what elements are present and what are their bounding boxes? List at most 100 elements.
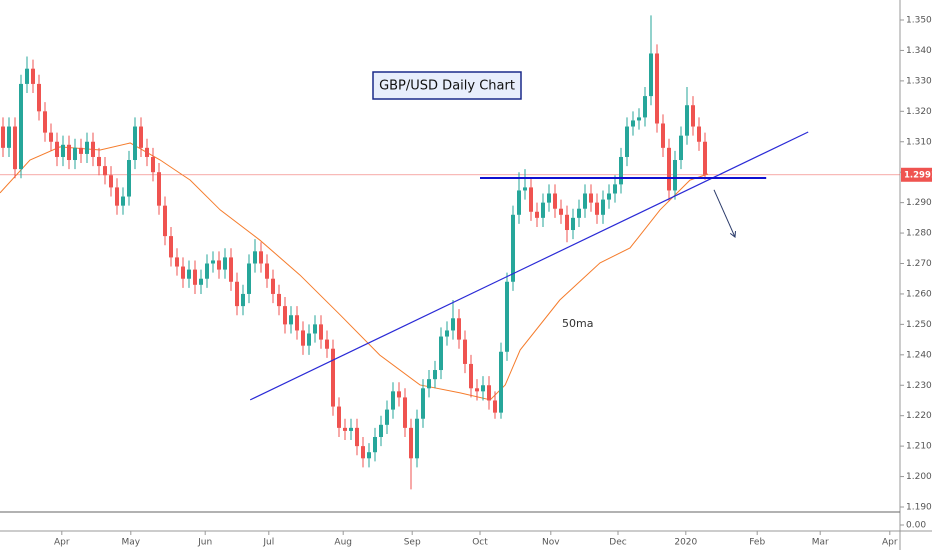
candle-body [667,147,671,191]
candle-body [49,132,53,142]
candle-body [691,105,695,127]
y-tick-label: 1.33000 [906,76,932,86]
candle-body [415,418,419,459]
y-tick-label: 1.22000 [906,411,932,421]
candle-body [463,339,467,364]
x-tick-label: Apr [882,538,898,548]
y-tick-label: 1.25000 [906,320,932,330]
arrow-head [729,230,736,238]
candle-body [607,193,611,200]
candle-body [481,385,485,392]
candle-body [61,144,65,157]
x-tick-label: Dec [609,538,626,548]
candle-body [397,391,401,398]
candle-body [391,391,395,410]
candle-body [451,318,455,331]
candle-body [235,281,239,307]
candle-body [85,141,89,154]
x-tick-label: Sep [404,538,421,548]
candle-body [385,409,389,425]
candle-body [127,160,131,197]
candle-body [469,363,473,389]
candle-body [337,406,341,428]
ma-label: 50ma [562,317,593,330]
candle-body [643,96,647,118]
candle-body [439,336,443,371]
candle-body [187,269,191,279]
y-tick-label: 1.23000 [906,381,932,391]
candle-body [163,205,167,237]
candle-body [283,306,287,325]
candle-body [307,333,311,346]
y-tick-label: 1.28000 [906,229,932,239]
candle-body [649,53,653,97]
x-tick-label: Apr [54,538,70,548]
candle-body [637,117,641,121]
candle-body [271,278,275,294]
y-tick-label: 1.20000 [906,472,932,482]
candle-body [217,260,221,270]
candle-body [697,126,701,142]
candle-body [457,318,461,340]
candle-body [619,156,623,185]
candle-body [241,293,245,307]
candle-body [517,190,521,215]
candle-body [205,263,209,279]
candle-body [685,105,689,136]
candle-body [139,126,143,148]
y-tick-label: 1.26000 [906,289,932,299]
lower-pane-tick-label: 0.00 [906,521,926,531]
candle-body [313,324,317,334]
y-tick-label: 1.34000 [906,46,932,56]
candle-body [265,263,269,279]
y-tick-label: 1.31000 [906,137,932,147]
candle-body [577,208,581,218]
y-tick-label: 1.35000 [906,16,932,26]
last-price-label: 1.29915 [904,170,932,180]
candle-body [703,141,707,175]
x-tick-label: Aug [334,538,352,548]
candle-body [511,214,515,282]
y-tick-label: 1.24000 [906,350,932,360]
candle-body [43,111,47,133]
candle-body [409,427,413,459]
candle-body [55,141,59,157]
y-tick-label: 1.29000 [906,198,932,208]
candle-body [247,263,251,294]
x-tick-label: Oct [472,538,488,548]
title-box [372,71,522,100]
candle-body [499,351,503,413]
candle-body [73,147,77,161]
candle-body [229,257,233,282]
candle-body [625,126,629,157]
candle-body [121,196,125,206]
candle-body [115,187,119,206]
candle-body [487,385,491,401]
candle-body [355,427,359,447]
y-tick-label: 1.19000 [906,503,932,513]
candle-body [259,251,263,264]
candle-body [301,330,305,346]
candle-body [349,427,353,431]
candle-body [79,147,83,154]
candle-body [37,83,41,112]
candle-body [199,278,203,285]
candle-body [505,281,509,352]
candle-body [421,388,425,419]
candle-body [445,330,449,337]
x-tick-label: May [121,538,140,548]
y-tick-label: 1.27000 [906,259,932,269]
chart-title: GBP/USD Daily Chart [379,79,515,94]
candle-body [295,315,299,331]
candle-body [547,193,551,203]
candle-body [289,315,293,325]
candle-body [211,260,215,264]
candle-body [151,156,155,173]
candle-body [661,123,665,148]
candle-body [31,68,35,84]
candle-body [325,339,329,349]
candle-body [361,446,365,459]
candle-body [331,348,335,407]
candle-body [157,172,161,206]
